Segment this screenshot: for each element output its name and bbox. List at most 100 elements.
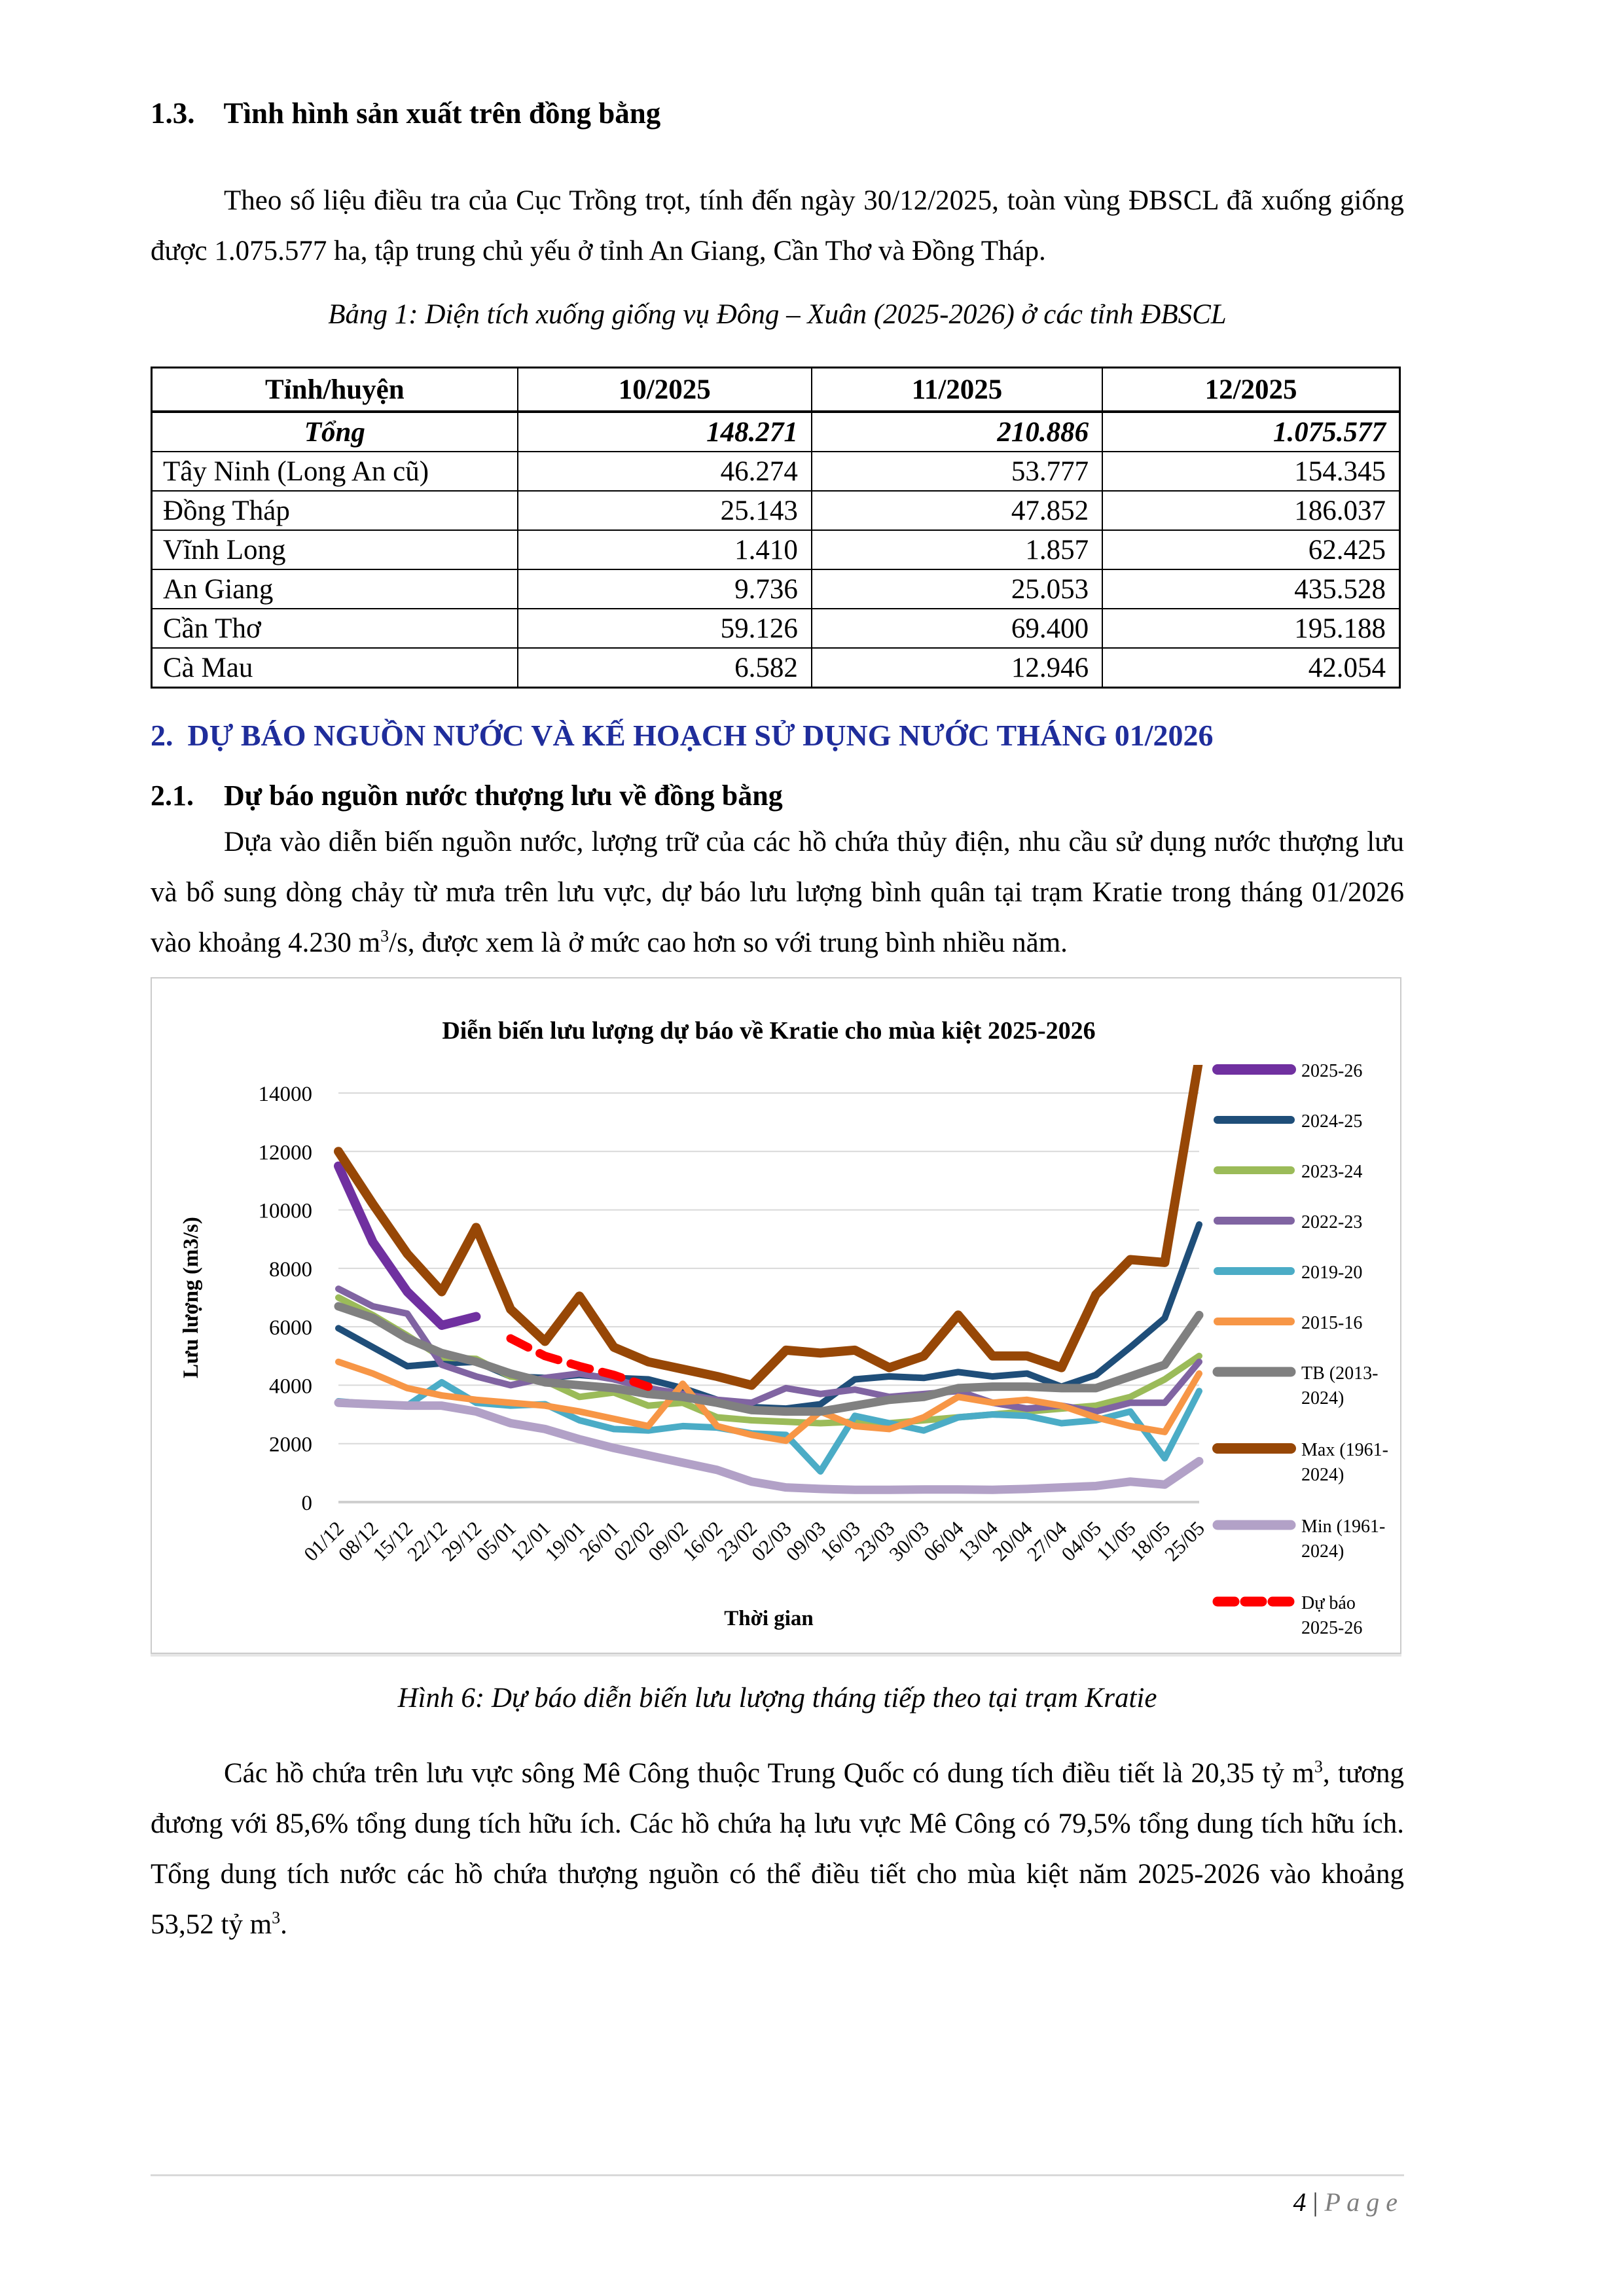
y-tick-label: 14000 [259,1083,313,1106]
page-number: 4 [1293,2187,1307,2217]
section-1-3-heading: 1.3. Tình hình sản xuất trên đồng bằng [151,93,1404,134]
table-row: Tây Ninh (Long An cũ) 46.274 53.777 154.… [151,451,1401,492]
series-2015-16 [335,1358,1202,1444]
footer-separator: | [1312,2187,1318,2217]
table-row: Đồng Tháp 25.143 47.852 186.037 [151,490,1401,531]
legend-label: TB (2013- [1301,1363,1378,1384]
series-2025-26 [334,1161,481,1330]
legend-label: Max (1961- [1301,1440,1388,1460]
paragraph-text: Các hồ chứa trên lưu vực sông Mê Công th… [224,1758,1314,1789]
paragraph-reservoirs: Các hồ chứa trên lưu vực sông Mê Công th… [151,1748,1404,1950]
x-tick-label: 30/03 [884,1516,933,1566]
x-tick-label: 09/03 [782,1516,831,1566]
legend-label: 2024) [1301,1388,1344,1408]
y-tick-label: 4000 [269,1374,312,1398]
province-name: Vĩnh Long [151,529,518,570]
section-number: 2. [151,719,173,752]
value-nov: 12.946 [810,647,1104,689]
x-tick-label: 16/03 [816,1516,865,1566]
total-nov: 210.886 [810,411,1104,452]
value-oct: 46.274 [516,451,812,492]
table-row: Cần Thơ 59.126 69.400 195.188 [151,608,1401,649]
x-tick-label: 20/04 [988,1516,1037,1566]
series-Max (1961-2024) [334,1065,1203,1390]
value-nov: 53.777 [810,451,1104,492]
table-caption: Bảng 1: Diện tích xuống giống vụ Đông – … [328,299,1227,330]
province-name: Cần Thơ [151,608,518,649]
legend-label: 2024) [1301,1541,1344,1562]
value-dec: 154.345 [1102,451,1401,492]
province-name: Đồng Tháp [151,490,518,531]
y-axis-title: Lưu lượng (m3/s) [179,1217,203,1378]
table-header-dec: 12/2025 [1102,367,1401,413]
paragraph-text: /s, được xem là ở mức cao hơn so với tru… [389,927,1068,958]
section-number: 1.3. [151,97,195,130]
planting-area-table: Tỉnh/huyện 10/2025 11/2025 12/2025 Tổng … [151,367,1401,689]
value-dec: 62.425 [1102,529,1401,570]
value-nov: 47.852 [810,490,1104,531]
x-tick-label: 02/02 [609,1516,659,1566]
legend-label: 2025-26 [1301,1618,1362,1638]
value-nov: 69.400 [810,608,1104,649]
x-tick-label: 23/03 [850,1516,899,1566]
province-name: An Giang [151,569,518,609]
x-tick-label: 06/04 [919,1516,968,1566]
paragraph-forecast: Dựa vào diễn biến nguồn nước, lượng trữ … [151,817,1404,968]
section-2-1-heading: 2.1. Dự báo nguồn nước thượng lưu về đồng… [151,778,1404,814]
superscript: 3 [272,1908,281,1928]
table-header-row: Tỉnh/huyện 10/2025 11/2025 12/2025 [151,367,1401,413]
legend-label: 2019-20 [1301,1263,1362,1283]
series-Dự báo 2025-26 [506,1334,653,1391]
legend-label: 2015-16 [1301,1313,1362,1333]
chart-title: Diễn biến lưu lượng dự báo về Kratie cho… [442,1017,1095,1045]
legend-label: 2023-24 [1301,1162,1362,1182]
table-header-province: Tỉnh/huyện [151,367,518,413]
section-title: DỰ BÁO NGUỒN NƯỚC VÀ KẾ HOẠCH SỬ DỤNG NƯ… [187,719,1214,752]
x-tick-label: 13/04 [954,1516,1003,1566]
value-nov: 25.053 [810,569,1104,609]
y-tick-label: 10000 [259,1200,313,1223]
section-2-heading: 2. DỰ BÁO NGUỒN NƯỚC VÀ KẾ HOẠCH SỬ DỤNG … [151,715,1404,757]
x-tick-label: 12/01 [506,1516,555,1566]
series-Min (1961-2024) [334,1398,1204,1494]
y-tick-label: 6000 [269,1316,312,1340]
value-dec: 195.188 [1102,608,1401,649]
value-nov: 1.857 [810,529,1104,570]
figure-caption: Hình 6: Dự báo diễn biến lưu lượng tháng… [397,1683,1157,1713]
x-tick-label: 09/02 [643,1516,693,1566]
paragraph-planting-status: Theo số liệu điều tra của Cục Trồng trọt… [151,185,1404,266]
value-oct: 59.126 [516,608,812,649]
legend-label: Min (1961- [1301,1516,1385,1537]
x-axis-title: Thời gian [724,1607,814,1630]
superscript: 3 [380,926,389,946]
value-oct: 25.143 [516,490,812,531]
legend-label: Dự báo [1301,1593,1356,1613]
x-tick-label: 04/05 [1056,1516,1106,1566]
y-tick-label: 0 [302,1492,313,1515]
total-oct: 148.271 [516,411,812,452]
x-tick-label: 26/01 [575,1516,624,1566]
page-content: 1.3. Tình hình sản xuất trên đồng bằng Th… [151,0,1404,1950]
y-tick-label: 12000 [259,1141,313,1164]
section-title: Dự báo nguồn nước thượng lưu về đồng bằn… [224,780,783,812]
value-dec: 435.528 [1102,569,1401,609]
page-footer: 4 | P a g e [151,2174,1404,2217]
legend-label: 2024) [1301,1465,1344,1485]
x-tick-label: 23/02 [712,1516,761,1566]
y-tick-label: 8000 [269,1258,312,1282]
x-tick-label: 27/04 [1022,1516,1072,1566]
paragraph-text: , tương đương với 85,6% tổng dung tích h… [151,1758,1404,1940]
footer-label: P a g e [1324,2187,1398,2217]
value-oct: 9.736 [516,569,812,609]
total-dec: 1.075.577 [1102,411,1401,452]
legend-label: 2022-23 [1301,1212,1362,1232]
table-header-oct: 10/2025 [516,367,812,413]
x-tick-label: 22/12 [403,1516,452,1566]
total-label: Tổng [151,411,518,452]
table-row: An Giang 9.736 25.053 435.528 [151,569,1401,609]
x-tick-label: 19/01 [540,1516,589,1566]
legend-label: 2024-25 [1301,1111,1362,1132]
flow-chart-svg: 0 2000 4000 6000 8000 10000 12000 14000 Diễn biế… [179,1017,1388,1638]
x-tick-label: 08/12 [334,1516,383,1566]
